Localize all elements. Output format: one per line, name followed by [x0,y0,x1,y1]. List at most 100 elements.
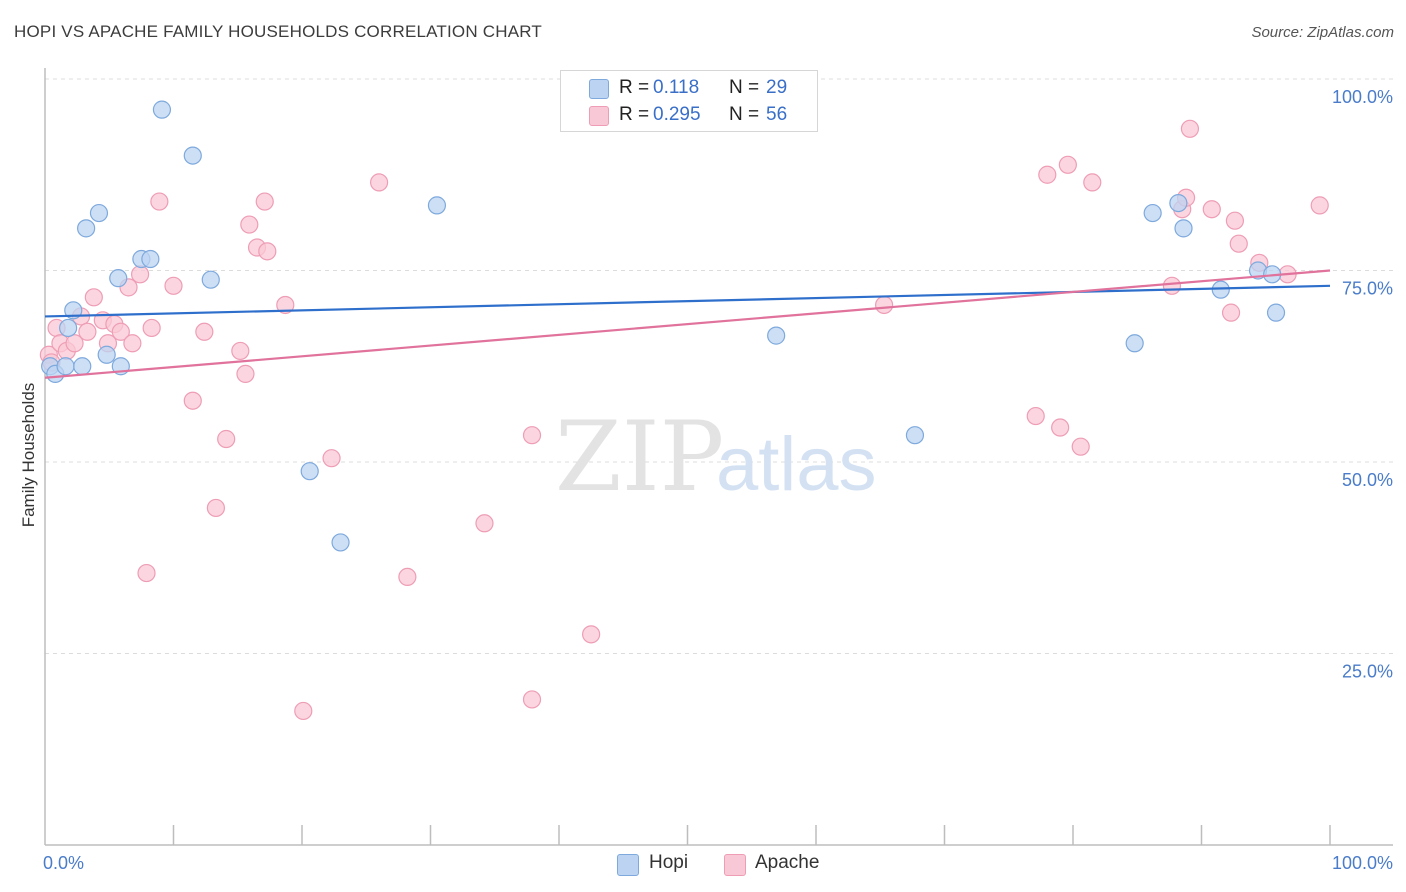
apache-point[interactable] [1026,406,1045,426]
apache-point[interactable] [111,322,130,341]
hopi-point[interactable] [152,100,172,119]
y-tick-labels: 25.0% 50.0% 75.0% 100.0% [1332,87,1393,682]
watermark-atlas: atlas [716,422,877,507]
hopi-point[interactable] [331,533,350,552]
y-tick-label: 25.0% [1342,662,1393,682]
apache-legend-label: Apache [755,852,820,873]
apache-legend-swatch [724,854,746,876]
hopi-point[interactable] [1143,203,1162,223]
hopi-point[interactable] [1169,193,1188,213]
apache-point[interactable] [255,192,274,211]
hopi-point[interactable] [59,318,78,338]
legend-row-hopi: R = 0.118 N = 29 [561,75,817,101]
hopi-point[interactable] [89,203,109,223]
hopi-point[interactable] [56,357,75,376]
hopi-point[interactable] [1125,334,1144,353]
apache-point[interactable] [322,449,341,468]
apache-point[interactable] [1038,165,1057,184]
y-tick-label: 50.0% [1342,470,1393,490]
x-tick-label: 0.0% [43,853,84,873]
apache-point[interactable] [370,173,389,192]
chart-title: HOPI VS APACHE FAMILY HOUSEHOLDS CORRELA… [14,22,542,41]
apache-point[interactable] [137,563,156,583]
gridlines [45,78,1393,654]
hopi-trend-line [44,284,1331,318]
hopi-n-value: 29 [766,77,788,98]
apache-point[interactable] [130,265,150,284]
apache-point[interactable] [522,426,542,445]
apache-point[interactable] [294,701,313,721]
hopi-point[interactable] [300,462,319,481]
y-tick-label: 100.0% [1332,87,1393,107]
apache-point[interactable] [1310,196,1329,215]
hopi-point[interactable] [109,269,128,288]
watermark: ZIP atlas [555,401,877,513]
series-hopi [41,100,1286,552]
apache-point[interactable] [164,276,183,295]
trend-lines [44,269,1331,379]
apache-point[interactable] [150,192,169,211]
hopi-point[interactable] [201,270,220,289]
apache-trend-line [44,269,1331,379]
hopi-r-label: R = [619,77,650,98]
hopi-point[interactable] [77,219,96,238]
apache-point[interactable] [1162,276,1182,295]
apache-n-label: N = [729,104,760,125]
axes [44,68,1393,846]
apache-point[interactable] [231,341,250,361]
apache-n-value: 56 [766,104,788,125]
apache-point[interactable] [206,498,226,518]
hopi-point[interactable] [141,249,160,269]
hopi-point[interactable] [427,196,447,215]
apache-point[interactable] [217,429,236,449]
apache-point[interactable] [875,295,894,315]
hopi-point[interactable] [97,345,116,364]
apache-swatch [589,106,609,126]
hopi-point[interactable] [1266,303,1286,322]
apache-point[interactable] [522,690,542,709]
apache-point[interactable] [1202,200,1221,219]
hopi-point[interactable] [905,426,925,445]
hopi-point[interactable] [183,146,202,165]
apache-point[interactable] [398,567,417,587]
watermark-zip: ZIP [555,401,724,513]
hopi-legend-swatch [617,854,639,876]
hopi-point[interactable] [1174,219,1193,238]
correlation-legend: R = 0.118 N = 29 R = 0.295 N = 56 [560,70,818,132]
apache-point[interactable] [1051,418,1070,437]
apache-point[interactable] [1071,437,1090,456]
apache-point[interactable] [65,334,84,353]
hopi-r-value: 0.118 [653,77,700,98]
apache-point[interactable] [236,364,255,384]
apache-point[interactable] [1083,173,1102,192]
hopi-point[interactable] [767,326,786,345]
apache-point[interactable] [1225,211,1245,230]
hopi-n-label: N = [729,77,760,98]
apache-point[interactable] [84,288,103,307]
apache-point[interactable] [240,215,259,234]
hopi-legend-label: Hopi [649,852,689,873]
y-axis-label: Family Households [19,383,38,528]
apache-point[interactable] [1058,155,1077,174]
legend-row-apache: R = 0.295 N = 56 [561,102,817,128]
hopi-point[interactable] [73,357,92,376]
hopi-swatch [589,79,609,99]
apache-point[interactable] [142,318,161,338]
apache-point[interactable] [78,322,97,341]
apache-point[interactable] [195,322,214,341]
x-tick-labels: 0.0% 100.0% [43,853,1393,873]
apache-r-value: 0.295 [653,104,701,125]
apache-point[interactable] [276,295,295,315]
apache-point[interactable] [123,334,142,353]
apache-point[interactable] [1229,234,1248,253]
apache-point[interactable] [183,391,202,410]
apache-point[interactable] [475,514,494,533]
apache-point[interactable] [582,625,601,644]
hopi-point[interactable] [64,301,83,320]
x-tick-label: 100.0% [1332,853,1393,873]
apache-point[interactable] [1221,303,1241,322]
apache-point[interactable] [258,242,277,261]
series-legend: Hopi Apache [0,852,1406,878]
apache-point[interactable] [1180,119,1200,138]
